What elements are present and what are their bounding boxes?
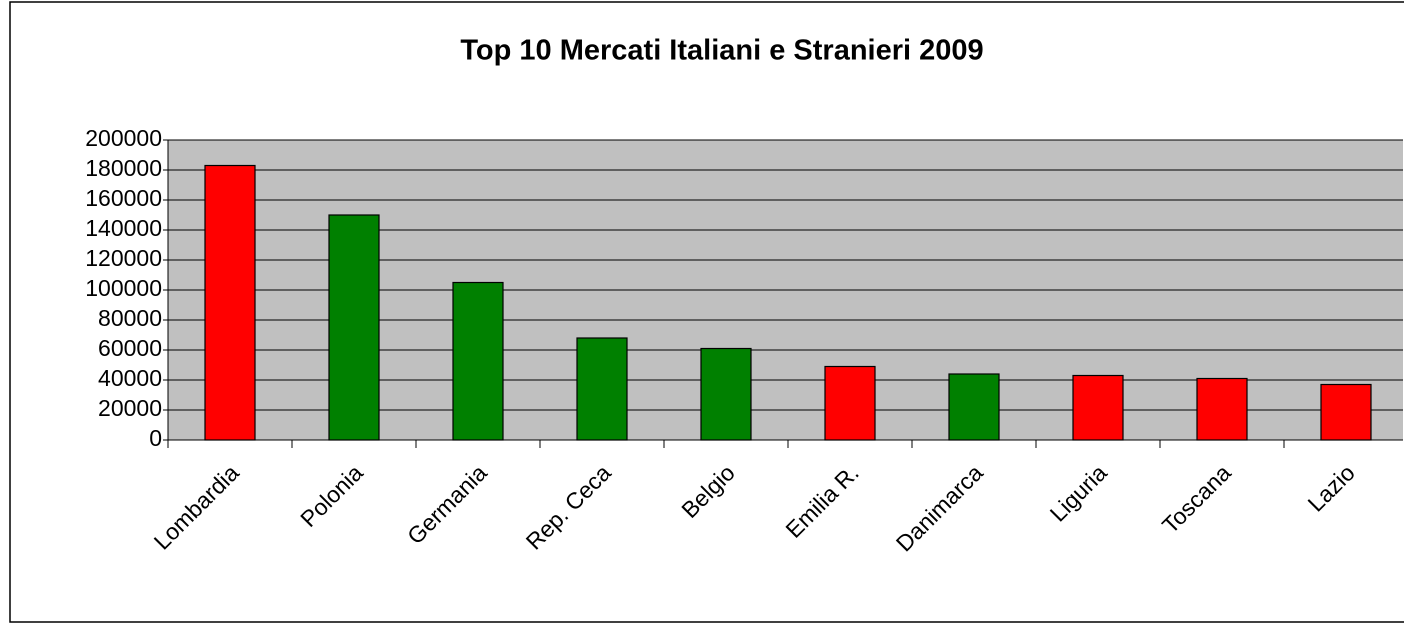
y-tick-label: 20000 <box>98 395 162 421</box>
bar <box>1196 377 1248 441</box>
bar <box>576 337 628 441</box>
bar <box>1320 383 1372 441</box>
y-tick-label: 60000 <box>98 335 162 361</box>
chart-title: Top 10 Mercati Italiani e Stranieri 2009 <box>460 35 983 67</box>
y-tick-label: 40000 <box>98 365 162 391</box>
y-tick-label: 80000 <box>98 305 162 331</box>
y-tick-label: 100000 <box>85 275 162 301</box>
bar <box>204 164 256 441</box>
y-tick-label: 200000 <box>85 125 162 151</box>
y-tick-label: 0 <box>149 425 162 451</box>
bar <box>948 373 1000 441</box>
bar <box>328 214 380 441</box>
bar <box>452 281 504 441</box>
y-tick-label: 180000 <box>85 155 162 181</box>
bar <box>1072 374 1124 441</box>
y-tick-label: 160000 <box>85 185 162 211</box>
y-tick-label: 120000 <box>85 245 162 271</box>
bar <box>824 365 876 441</box>
y-tick-label: 140000 <box>85 215 162 241</box>
bar <box>700 347 752 441</box>
